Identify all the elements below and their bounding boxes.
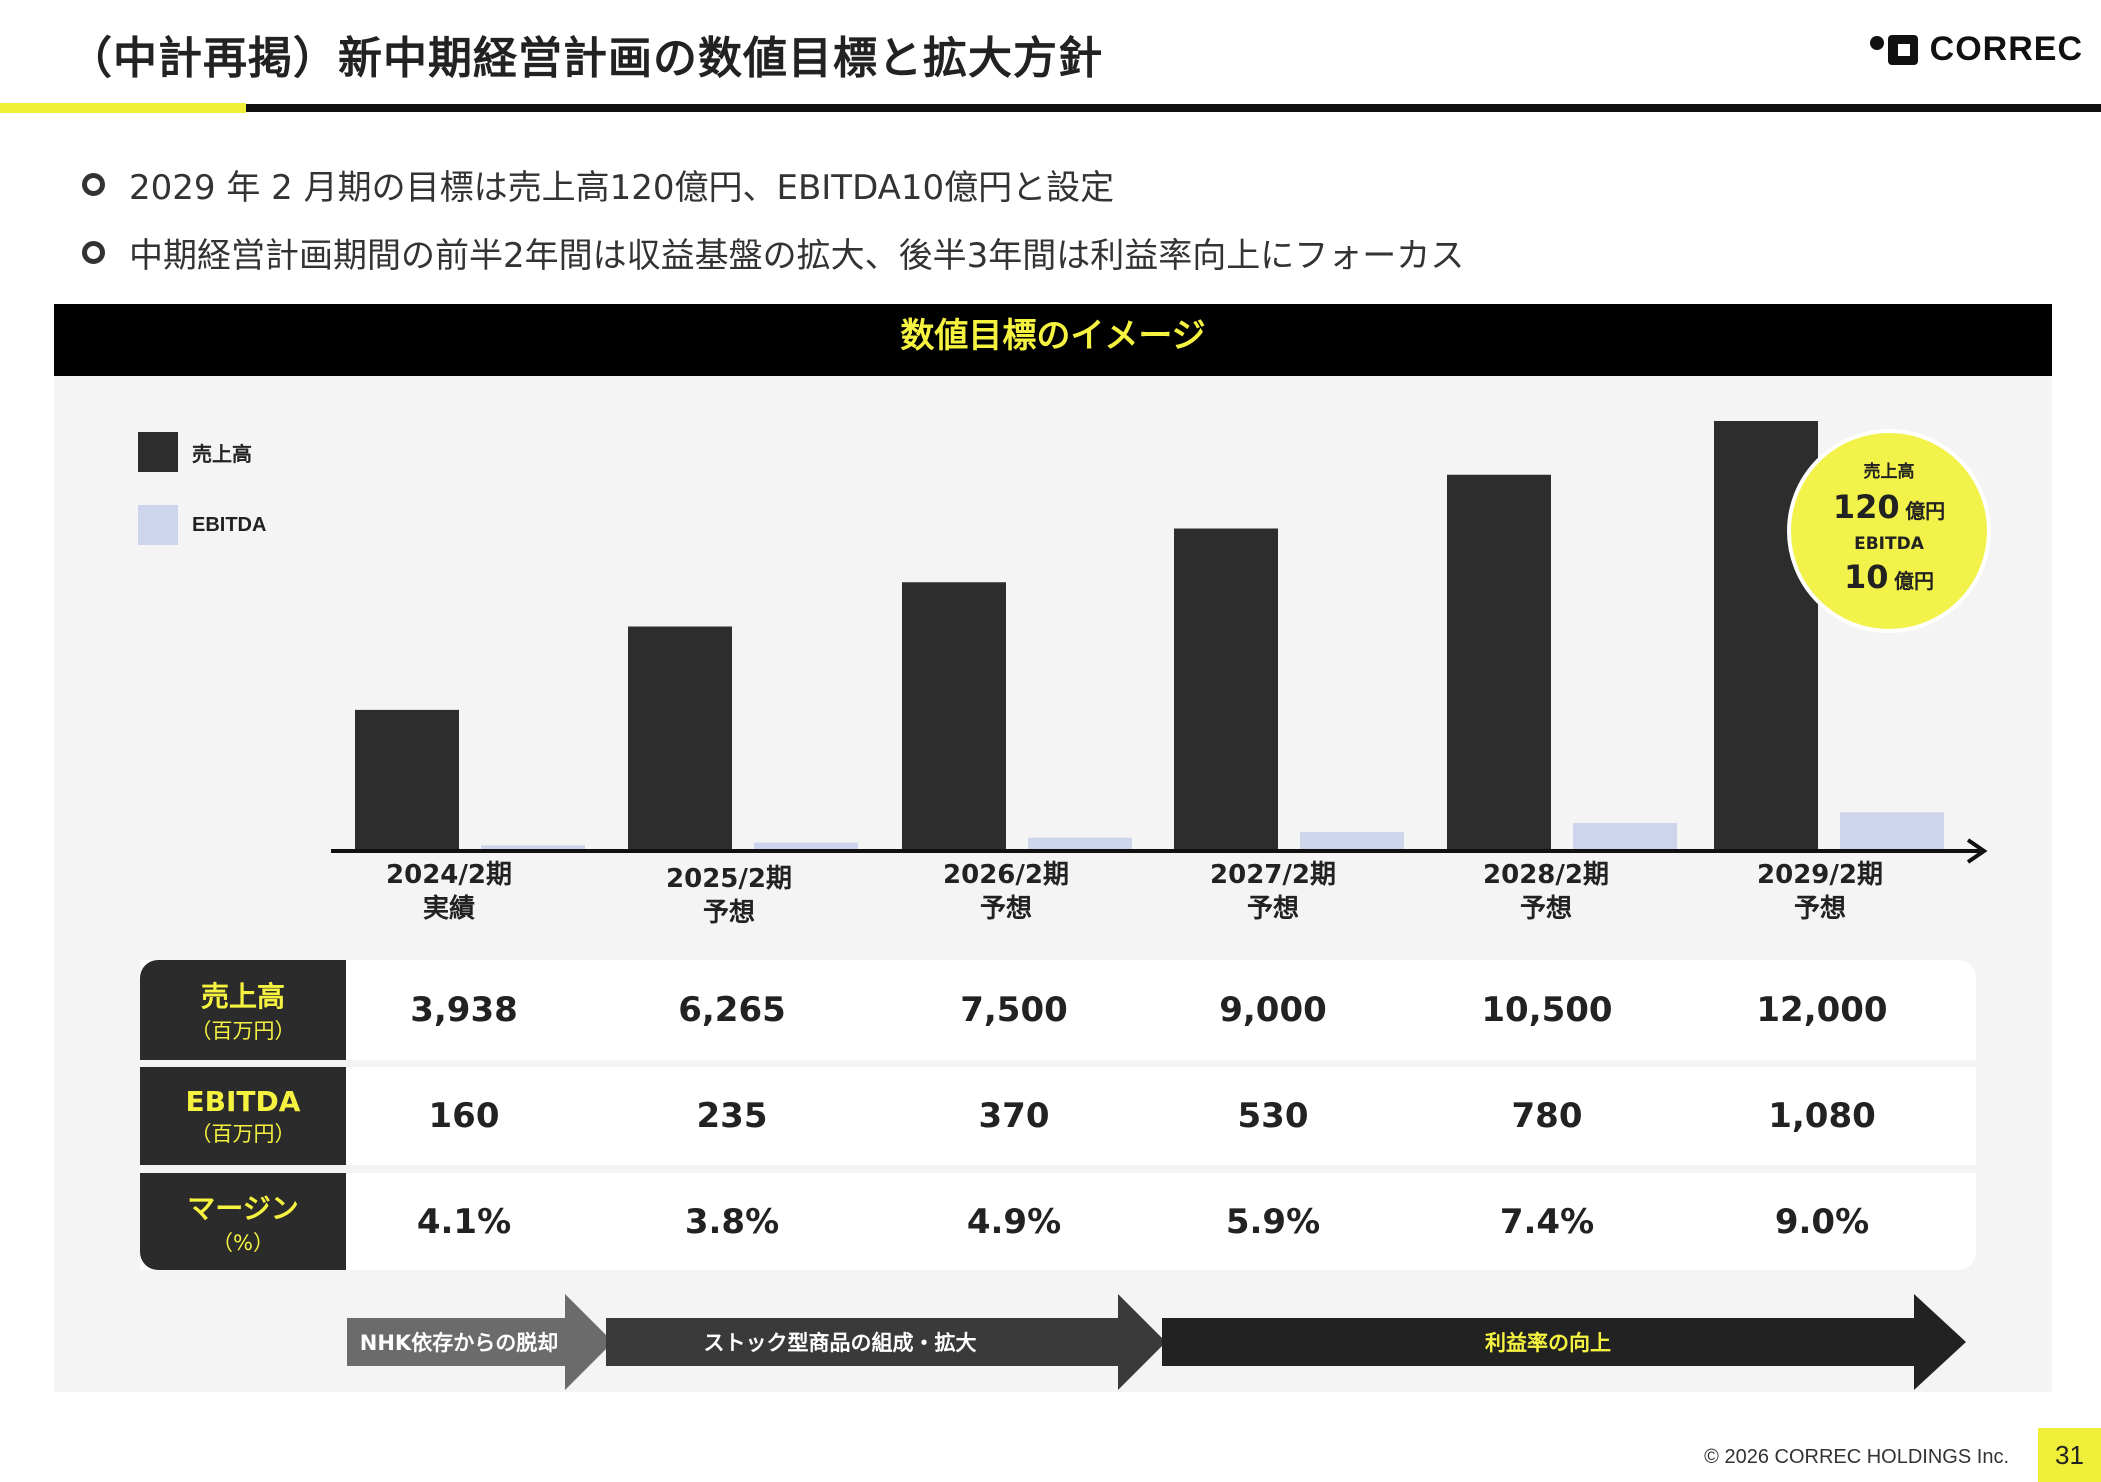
x-tick-period: 2027/2期 [1210, 860, 1336, 890]
row-header-unit: （%） [212, 1230, 274, 1255]
logo-dot-icon [1869, 35, 1884, 50]
logo-mark-icon [1887, 34, 1918, 65]
bullet-ring-icon [82, 172, 105, 196]
table-cell: 3.8% [684, 1201, 780, 1242]
row-header: EBITDA （百万円） [140, 1067, 346, 1165]
x-axis-arrow-icon [1966, 838, 1988, 864]
table-cell: 235 [696, 1096, 768, 1136]
x-tick-type: 実績 [422, 894, 475, 924]
row-header-label: 売上高 [200, 980, 285, 1013]
badge-label-ebitda: EBITDA [1854, 534, 1924, 554]
x-tick-period: 2028/2期 [1483, 860, 1609, 890]
x-tick-label: 2028/2期 予想 [1446, 858, 1646, 926]
row-header-unit: （百万円） [190, 1019, 296, 1043]
badge-label-sales: 売上高 [1863, 462, 1915, 482]
bullet-text: 2029 年 2 月期の目標は売上高120億円、EBITDA10億円と設定 [129, 167, 1115, 208]
table-cell: 7.4% [1499, 1201, 1595, 1242]
legend-label-ebitda: EBITDA [192, 513, 267, 536]
bar-sales-0 [355, 709, 459, 851]
table-cell: 780 [1511, 1096, 1583, 1136]
bullet-text: 中期経営計画期間の前半2年間は収益基盤の拡大、後半3年間は利益率向上にフォーカス [129, 235, 1465, 276]
table-cell: 370 [978, 1096, 1050, 1136]
page-title: （中計再掲）新中期経営計画の数値目標と拡大方針 [68, 33, 1103, 84]
x-tick-type: 予想 [1793, 894, 1846, 924]
table-cell: 7,500 [960, 990, 1068, 1030]
x-tick-label: 2027/2期 予想 [1173, 858, 1373, 926]
bar-ebitda-3 [1300, 832, 1404, 851]
table-row: マージン （%） 4.1% 3.8% 4.9% 5.9% 7.4% 9.0% [140, 1173, 1976, 1270]
table-cell: 9.0% [1774, 1201, 1870, 1242]
x-tick-period: 2024/2期 [386, 860, 512, 890]
badge-unit-sales: 億円 [1905, 499, 1946, 523]
target-table: 売上高 （百万円） 3,938 6,265 7,500 9,000 10,500 12,000… [140, 960, 1976, 1270]
x-tick-type: 予想 [1519, 894, 1572, 924]
table-cell: 4.1% [416, 1201, 512, 1242]
x-tick-period: 2026/2期 [943, 860, 1069, 890]
copyright: © 2026 CORREC HOLDINGS Inc. [1704, 1446, 2009, 1468]
bar-sales-1 [628, 626, 732, 851]
bullet-item: 中期経営計画期間の前半2年間は収益基盤の拡大、後半3年間は利益率向上にフォーカス [82, 218, 1464, 286]
x-tick-label: 2026/2期 予想 [906, 858, 1106, 926]
bar-ebitda-1 [754, 842, 858, 851]
table-cell: 5.9% [1225, 1201, 1321, 1242]
table-cell: 6,265 [678, 990, 786, 1030]
legend-item-ebitda: EBITDA [138, 505, 266, 545]
row-header-label: マージン [187, 1191, 299, 1225]
table-cell: 3,938 [410, 990, 518, 1030]
table-cell: 4.9% [966, 1201, 1062, 1242]
bar-ebitda-2 [1028, 837, 1132, 851]
bullet-list: 2029 年 2 月期の目標は売上高120億円、EBITDA10億円と設定 中期… [82, 150, 1464, 286]
x-tick-type: 予想 [1246, 894, 1299, 924]
table-row: EBITDA （百万円） 160 235 370 530 780 1,080 [140, 1067, 1976, 1165]
legend-label-sales: 売上高 [192, 443, 252, 466]
x-tick-period: 2025/2期 [666, 864, 792, 894]
table-cell: 12,000 [1756, 990, 1888, 1030]
x-tick-type: 予想 [702, 898, 755, 928]
x-tick-label: 2029/2期 予想 [1720, 858, 1920, 926]
table-cell: 530 [1237, 1096, 1309, 1136]
bar-sales-2 [902, 582, 1006, 851]
x-tick-type: 予想 [979, 894, 1032, 924]
correc-logo: CORREC [1869, 30, 2083, 69]
x-tick-label: 2024/2期 実績 [349, 858, 549, 926]
row-header: 売上高 （百万円） [140, 960, 346, 1060]
bar-sales-3 [1174, 528, 1278, 851]
row-header: マージン （%） [140, 1173, 346, 1270]
target-badge: 売上高 120 億円 EBITDA 10 億円 [1787, 429, 1991, 633]
badge-unit-ebitda: 億円 [1894, 569, 1935, 593]
table-cell: 10,500 [1481, 990, 1613, 1030]
bullet-ring-icon [82, 240, 105, 264]
badge-value-sales: 120 [1832, 488, 1900, 526]
row-header-label: EBITDA [185, 1084, 301, 1118]
logo-text: CORREC [1929, 30, 2083, 68]
panel-title: 数値目標のイメージ [54, 304, 2052, 376]
bar-ebitda-4 [1573, 823, 1677, 851]
page-number: 31 [2038, 1428, 2101, 1482]
row-header-unit: （百万円） [190, 1121, 296, 1146]
x-tick-period: 2029/2期 [1757, 860, 1883, 890]
table-cell: 9,000 [1219, 990, 1327, 1030]
table-cell: 160 [428, 1096, 500, 1136]
bullet-item: 2029 年 2 月期の目標は売上高120億円、EBITDA10億円と設定 [82, 150, 1464, 218]
header-rule-accent [0, 103, 246, 113]
badge-value-ebitda: 10 [1843, 558, 1889, 596]
header-rule [246, 104, 2101, 112]
table-cell: 1,080 [1768, 1096, 1876, 1136]
x-tick-label: 2025/2期 予想 [629, 862, 829, 930]
legend-item-sales: 売上高 [138, 432, 252, 472]
legend-swatch-ebitda [138, 505, 178, 545]
bar-sales-4 [1447, 474, 1551, 851]
legend-swatch-sales [138, 432, 178, 472]
table-row: 売上高 （百万円） 3,938 6,265 7,500 9,000 10,500 12,000 [140, 960, 1976, 1060]
bar-ebitda-5 [1840, 812, 1944, 851]
bar-ebitda-0 [481, 845, 585, 851]
